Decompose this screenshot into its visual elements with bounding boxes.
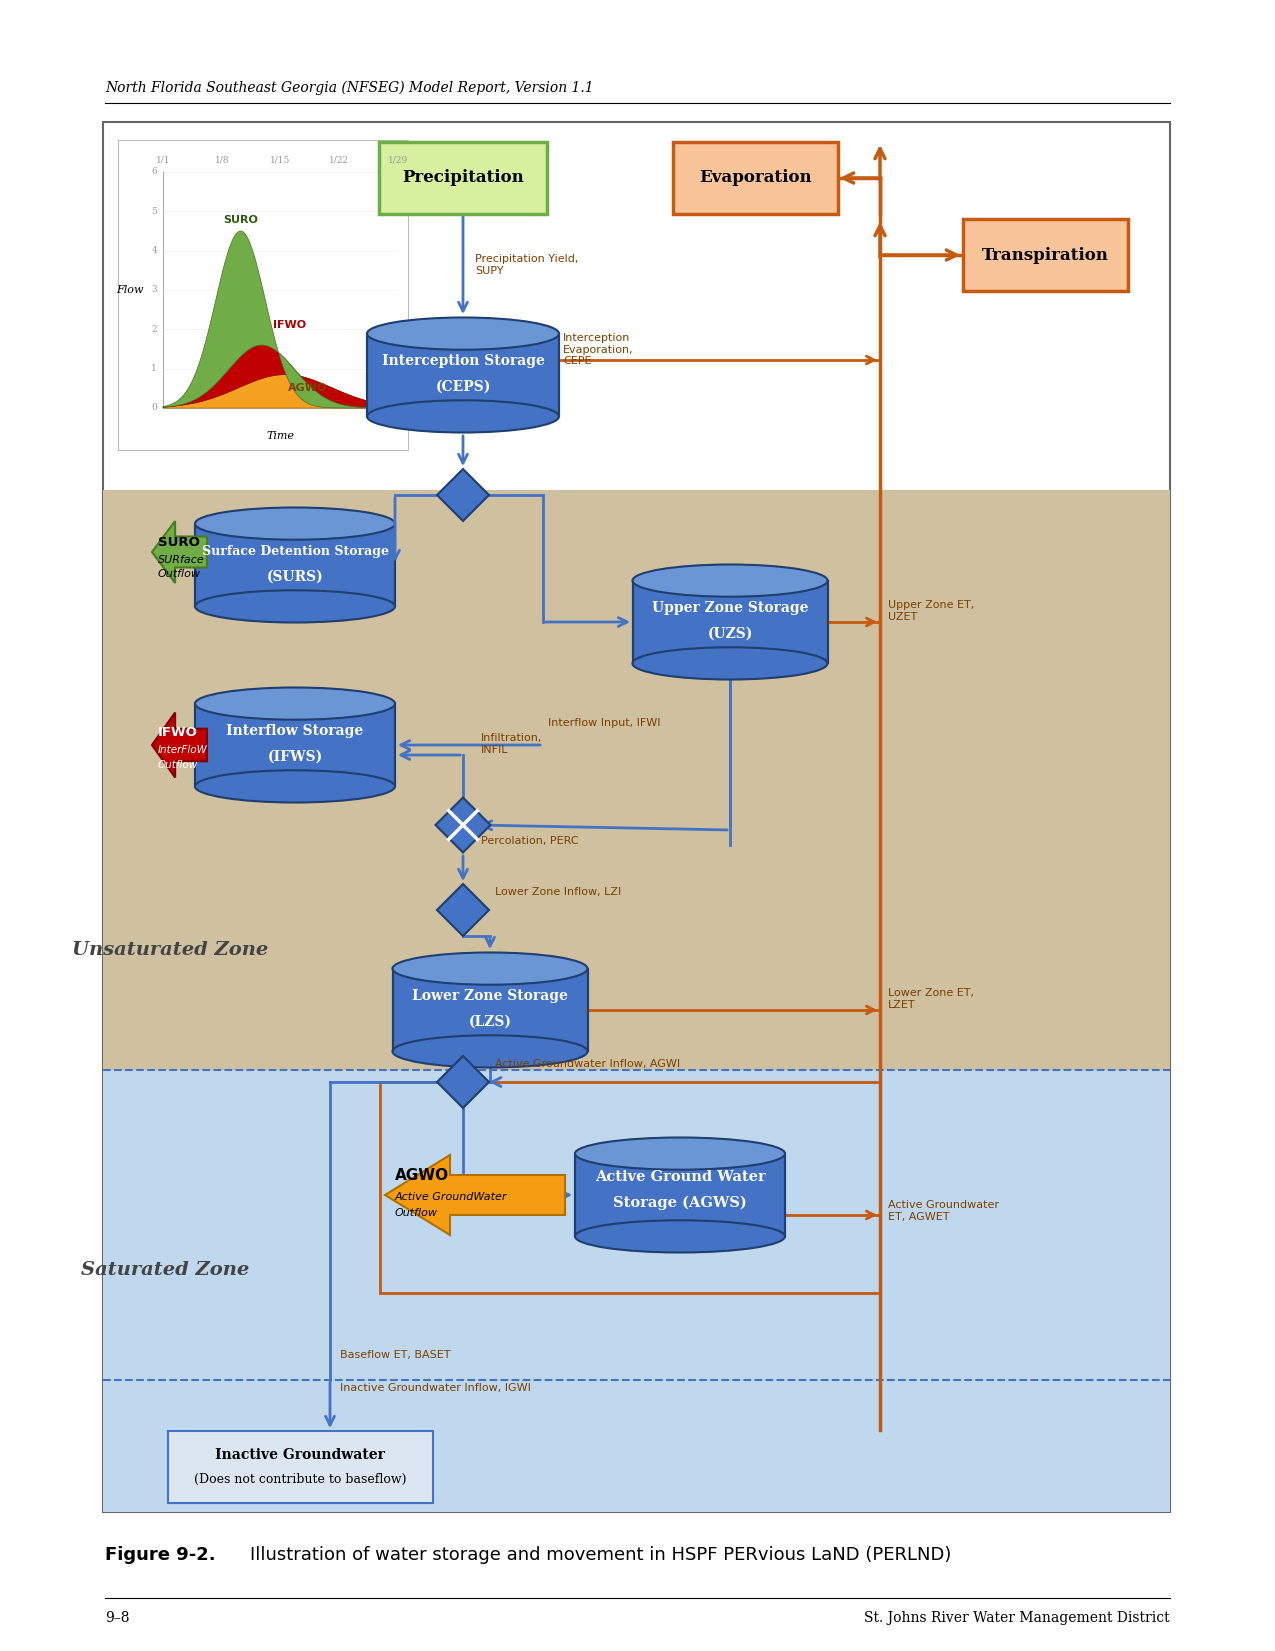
Text: (CEPS): (CEPS)	[435, 380, 491, 395]
Text: Lower Zone ET,
LZET: Lower Zone ET, LZET	[887, 987, 974, 1010]
Polygon shape	[436, 797, 491, 852]
Text: AGWO: AGWO	[288, 383, 328, 393]
Ellipse shape	[632, 647, 827, 680]
Polygon shape	[152, 522, 207, 583]
FancyBboxPatch shape	[393, 969, 588, 1052]
Text: IFWO: IFWO	[158, 725, 198, 738]
Text: Interflow Storage: Interflow Storage	[227, 725, 363, 738]
Ellipse shape	[195, 687, 395, 720]
Text: 1/29: 1/29	[388, 155, 408, 165]
Text: Illustration of water storage and movement in HSPF PERvious LaND (PERLND): Illustration of water storage and moveme…	[250, 1545, 951, 1563]
Text: Outflow: Outflow	[158, 759, 198, 769]
FancyBboxPatch shape	[379, 142, 547, 215]
FancyBboxPatch shape	[195, 523, 395, 606]
Text: InterFloW: InterFloW	[158, 745, 208, 755]
FancyBboxPatch shape	[575, 1154, 785, 1237]
Ellipse shape	[393, 1035, 588, 1068]
Ellipse shape	[195, 771, 395, 802]
Text: Interception Storage: Interception Storage	[381, 353, 544, 368]
FancyBboxPatch shape	[195, 703, 395, 786]
Text: Interflow Input, IFWI: Interflow Input, IFWI	[548, 718, 660, 728]
FancyBboxPatch shape	[963, 220, 1127, 291]
Text: AGWO: AGWO	[395, 1167, 449, 1182]
Text: SURface: SURface	[158, 555, 205, 565]
Text: Lower Zone Storage: Lower Zone Storage	[412, 989, 567, 1004]
Text: Inactive Groundwater Inflow, IGWI: Inactive Groundwater Inflow, IGWI	[340, 1384, 530, 1393]
Text: 6: 6	[152, 167, 157, 177]
FancyBboxPatch shape	[167, 1431, 432, 1502]
Ellipse shape	[367, 317, 558, 350]
FancyBboxPatch shape	[367, 334, 558, 416]
Text: Transpiration: Transpiration	[982, 246, 1108, 264]
Text: Outflow: Outflow	[158, 570, 201, 580]
Text: Percolation, PERC: Percolation, PERC	[481, 835, 579, 845]
Text: 1/15: 1/15	[270, 155, 291, 165]
Text: Active Groundwater
ET, AGWET: Active Groundwater ET, AGWET	[887, 1200, 1000, 1222]
Ellipse shape	[367, 400, 558, 433]
Text: St. Johns River Water Management District: St. Johns River Water Management Distric…	[864, 1611, 1170, 1625]
Text: SURO: SURO	[223, 215, 258, 225]
Text: 1: 1	[152, 365, 157, 373]
Polygon shape	[437, 883, 490, 936]
Text: Surface Detention Storage: Surface Detention Storage	[201, 545, 389, 558]
Text: Upper Zone ET,
UZET: Upper Zone ET, UZET	[887, 599, 974, 621]
Text: Active Ground Water: Active Ground Water	[594, 1171, 765, 1184]
Polygon shape	[437, 1057, 490, 1108]
Ellipse shape	[195, 507, 395, 540]
Text: Interception
Evaporation,
CEPE: Interception Evaporation, CEPE	[564, 334, 634, 367]
Text: 2: 2	[152, 325, 157, 334]
Text: Figure 9-2.: Figure 9-2.	[105, 1545, 215, 1563]
Text: 1/22: 1/22	[329, 155, 349, 165]
Text: (Does not contribute to baseflow): (Does not contribute to baseflow)	[194, 1473, 407, 1486]
FancyBboxPatch shape	[103, 1070, 1170, 1512]
Text: Evaporation: Evaporation	[699, 170, 811, 187]
Text: Lower Zone Inflow, LZI: Lower Zone Inflow, LZI	[495, 887, 621, 896]
Text: Precipitation: Precipitation	[402, 170, 524, 187]
Text: Baseflow ET, BASET: Baseflow ET, BASET	[340, 1351, 450, 1360]
FancyBboxPatch shape	[103, 490, 1170, 1070]
Text: Upper Zone Storage: Upper Zone Storage	[652, 601, 808, 616]
Text: (IFWS): (IFWS)	[268, 750, 323, 764]
Text: 1/8: 1/8	[214, 155, 230, 165]
FancyBboxPatch shape	[103, 122, 1170, 1512]
Text: Time: Time	[266, 431, 295, 441]
Polygon shape	[385, 1156, 565, 1235]
Text: Storage (AGWS): Storage (AGWS)	[613, 1195, 747, 1210]
Text: Active Groundwater Inflow, AGWI: Active Groundwater Inflow, AGWI	[495, 1058, 680, 1068]
FancyBboxPatch shape	[632, 581, 827, 664]
Polygon shape	[163, 375, 398, 408]
Text: Saturated Zone: Saturated Zone	[80, 1261, 249, 1280]
Text: North Florida Southeast Georgia (NFSEG) Model Report, Version 1.1: North Florida Southeast Georgia (NFSEG) …	[105, 81, 594, 96]
Text: (SURS): (SURS)	[266, 570, 324, 584]
Polygon shape	[437, 469, 490, 522]
Text: 5: 5	[152, 206, 157, 216]
Text: 0: 0	[152, 403, 157, 413]
Ellipse shape	[195, 591, 395, 622]
Text: SURO: SURO	[158, 535, 200, 548]
Ellipse shape	[393, 953, 588, 984]
Text: (LZS): (LZS)	[468, 1015, 511, 1029]
Text: IFWO: IFWO	[273, 320, 306, 330]
FancyBboxPatch shape	[672, 142, 838, 215]
Polygon shape	[163, 231, 398, 408]
Polygon shape	[163, 345, 398, 408]
Polygon shape	[152, 713, 207, 778]
Ellipse shape	[575, 1220, 785, 1253]
Text: Active GroundWater: Active GroundWater	[395, 1192, 507, 1202]
Ellipse shape	[575, 1138, 785, 1169]
Text: (UZS): (UZS)	[708, 627, 752, 641]
Text: Inactive Groundwater: Inactive Groundwater	[215, 1448, 385, 1463]
Text: Flow: Flow	[116, 286, 144, 296]
Text: 1/1: 1/1	[156, 155, 171, 165]
Ellipse shape	[632, 565, 827, 596]
Text: Unsaturated Zone: Unsaturated Zone	[71, 941, 268, 959]
Text: Infiltration,
INFIL: Infiltration, INFIL	[481, 733, 542, 755]
Text: 9–8: 9–8	[105, 1611, 130, 1625]
FancyBboxPatch shape	[119, 140, 408, 451]
Text: 4: 4	[152, 246, 157, 256]
Text: Outflow: Outflow	[395, 1209, 439, 1218]
Text: Precipitation Yield,
SUPY: Precipitation Yield, SUPY	[476, 254, 579, 276]
Text: 3: 3	[152, 286, 157, 294]
